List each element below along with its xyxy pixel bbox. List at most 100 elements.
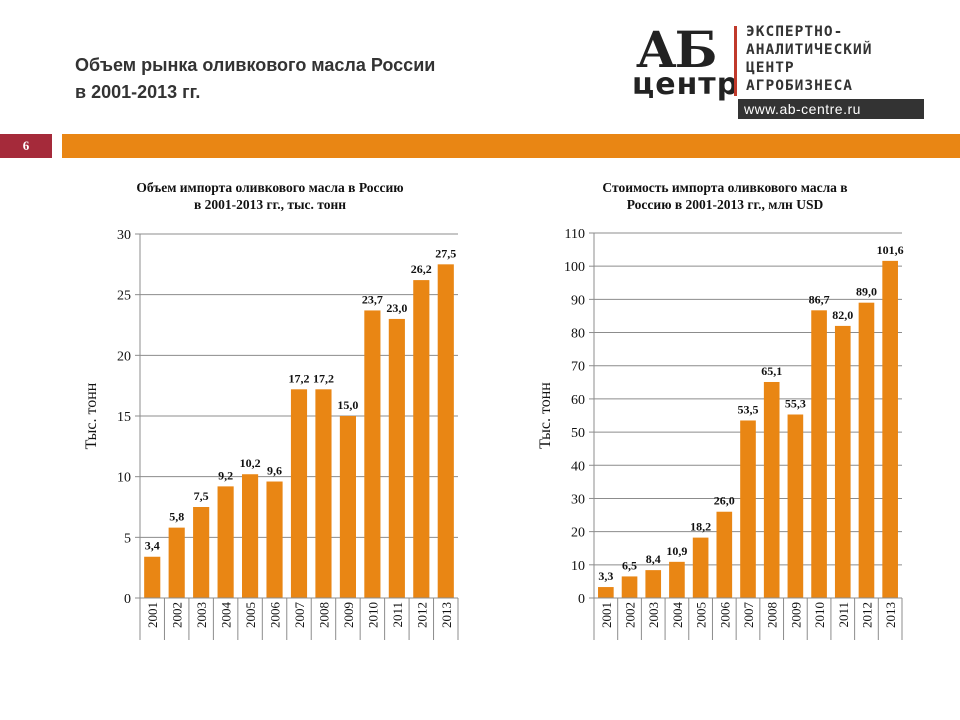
logo-line-2: АНАЛИТИЧЕСКИЙ bbox=[746, 42, 873, 58]
chart2-category-label: 2013 bbox=[883, 602, 898, 628]
chart1-data-label: 26,2 bbox=[411, 262, 432, 276]
ab-centre-logo: АБ центр ЭКСПЕРТНО- АНАЛИТИЧЕСКИЙ ЦЕНТР … bbox=[628, 22, 928, 122]
page-title-line1: Объем рынка оливкового масла России bbox=[75, 55, 436, 75]
chart2-data-label: 3,3 bbox=[598, 569, 613, 583]
chart2-ytick-label: 50 bbox=[571, 426, 585, 441]
chart1-bar bbox=[168, 527, 185, 598]
chart2-title: Стоимость импорта оливкового масла в Рос… bbox=[530, 179, 920, 213]
chart2-ytick-label: 20 bbox=[571, 526, 585, 541]
chart1-bar bbox=[339, 416, 356, 598]
chart2-bar bbox=[834, 325, 851, 598]
chart1-ytick-label: 15 bbox=[117, 410, 131, 425]
chart2-data-label: 65,1 bbox=[761, 364, 782, 378]
chart2-bar bbox=[716, 511, 733, 598]
logo-line-1: ЭКСПЕРТНО- bbox=[746, 24, 844, 40]
chart1-data-label: 17,2 bbox=[289, 371, 310, 385]
page-title: Объем рынка оливкового масла России в 20… bbox=[75, 52, 555, 106]
chart2-title-line1: Стоимость импорта оливкового масла в bbox=[602, 180, 848, 195]
chart2-bar bbox=[598, 587, 614, 598]
chart1-data-label: 9,6 bbox=[267, 464, 282, 478]
chart1-category-label: 2009 bbox=[341, 602, 356, 628]
logo-url: www.ab-centre.ru bbox=[738, 99, 924, 119]
chart2-ytick-label: 60 bbox=[571, 393, 585, 408]
chart1-ytick-label: 30 bbox=[117, 228, 131, 243]
chart1-bar bbox=[388, 318, 405, 598]
chart2-category-label: 2002 bbox=[623, 602, 638, 628]
chart1-category-label: 2006 bbox=[268, 602, 283, 629]
chart1-bar bbox=[364, 310, 381, 598]
logo-line-4: АГРОБИЗНЕСА bbox=[746, 78, 854, 94]
chart1-ytick-label: 5 bbox=[124, 531, 131, 546]
chart2-bar bbox=[858, 302, 875, 598]
chart2-data-label: 82,0 bbox=[832, 308, 853, 322]
chart2-ytick-label: 80 bbox=[571, 327, 585, 342]
chart2-bar bbox=[763, 381, 780, 598]
chart1-ytick-label: 20 bbox=[117, 349, 131, 364]
chart2-bar bbox=[811, 310, 827, 598]
chart1-data-label: 15,0 bbox=[337, 398, 358, 412]
chart2-category-label: 2005 bbox=[694, 602, 709, 628]
chart2-data-label: 55,3 bbox=[785, 397, 806, 411]
chart2-ytick-label: 30 bbox=[571, 492, 585, 507]
logo-mark-top: АБ bbox=[636, 20, 717, 79]
chart2-title-line2: Россию в 2001-2013 гг., млн USD bbox=[626, 197, 824, 212]
chart1-bar bbox=[315, 389, 332, 598]
header-accent-bar bbox=[62, 134, 960, 158]
chart2-ytick-label: 70 bbox=[571, 360, 585, 375]
chart1-data-label: 9,2 bbox=[218, 468, 233, 482]
chart1-category-label: 2001 bbox=[145, 602, 160, 628]
logo-mark: АБ центр bbox=[628, 20, 738, 102]
chart2-bar bbox=[669, 561, 685, 598]
chart2-data-label: 86,7 bbox=[809, 292, 830, 306]
chart1-data-label: 23,0 bbox=[386, 301, 407, 315]
chart2-bar bbox=[787, 414, 804, 598]
chart2-data-label: 18,2 bbox=[690, 520, 711, 534]
chart2-data-label: 101,6 bbox=[877, 243, 904, 257]
chart2-category-label: 2011 bbox=[836, 602, 851, 628]
chart1-ytick-label: 25 bbox=[117, 289, 131, 304]
chart1-ytick-label: 0 bbox=[124, 592, 131, 607]
chart1-ytick-label: 10 bbox=[117, 471, 131, 486]
chart1-data-label: 10,2 bbox=[240, 456, 261, 470]
chart1-category-label: 2007 bbox=[292, 602, 307, 629]
chart1-category-label: 2005 bbox=[243, 602, 258, 628]
chart2-data-label: 26,0 bbox=[714, 494, 735, 508]
chart1-title-line2: в 2001-2013 гг., тыс. тонн bbox=[193, 197, 347, 212]
chart1-y-axis-label: Тыс. тонн bbox=[83, 382, 100, 449]
chart1-title: Объем импорта оливкового масла в Россию … bbox=[80, 179, 460, 213]
chart2-category-label: 2004 bbox=[670, 602, 685, 629]
chart1-bar bbox=[217, 486, 234, 598]
chart2-bar bbox=[692, 537, 709, 598]
chart2-bar bbox=[740, 420, 756, 598]
chart2-ytick-label: 90 bbox=[571, 293, 585, 308]
chart1-category-label: 2002 bbox=[170, 602, 185, 628]
chart1-bar bbox=[266, 481, 283, 598]
chart1-data-label: 17,2 bbox=[313, 371, 334, 385]
chart1-category-label: 2004 bbox=[219, 602, 234, 629]
chart1-category-label: 2003 bbox=[194, 602, 209, 628]
chart1-bar bbox=[193, 507, 210, 598]
chart1-data-label: 5,8 bbox=[169, 510, 184, 524]
logo-line-3: ЦЕНТР bbox=[746, 60, 795, 76]
chart2-ytick-label: 110 bbox=[565, 227, 585, 242]
chart1-category-label: 2013 bbox=[439, 602, 454, 628]
chart1-data-label: 27,5 bbox=[435, 246, 456, 260]
chart1-data-label: 3,4 bbox=[145, 539, 160, 553]
chart1-data-label: 23,7 bbox=[362, 292, 383, 306]
chart2-category-label: 2003 bbox=[646, 602, 661, 628]
chart2-bar bbox=[621, 576, 638, 598]
chart1-category-label: 2011 bbox=[390, 602, 405, 628]
chart2-bar bbox=[882, 260, 898, 598]
chart1-bar bbox=[242, 474, 259, 598]
chart2-category-label: 2010 bbox=[812, 602, 827, 628]
chart2-data-label: 89,0 bbox=[856, 285, 877, 299]
page-title-line2: в 2001-2013 гг. bbox=[75, 82, 201, 102]
chart2-category-label: 2001 bbox=[599, 602, 614, 628]
chart2-category-label: 2007 bbox=[741, 602, 756, 629]
chart1-data-label: 7,5 bbox=[194, 489, 209, 503]
logo-divider bbox=[734, 26, 737, 96]
chart2-ytick-label: 40 bbox=[571, 459, 585, 474]
chart2-category-label: 2006 bbox=[717, 602, 732, 629]
chart2-ytick-label: 10 bbox=[571, 559, 585, 574]
chart2-y-axis-label: Тыс. тонн bbox=[537, 382, 554, 449]
